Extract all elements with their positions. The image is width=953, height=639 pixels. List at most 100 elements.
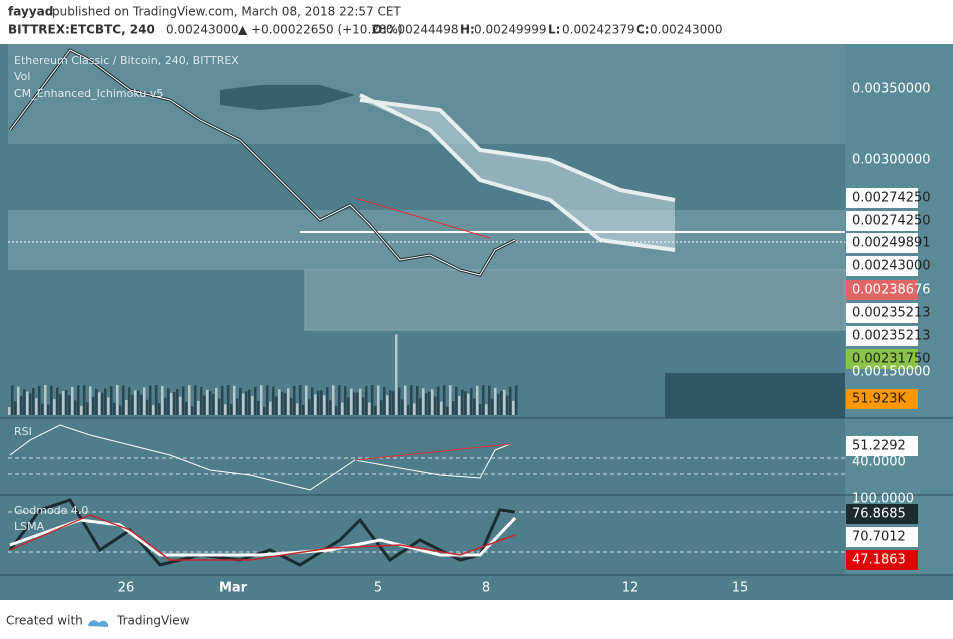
volume-bar: [170, 392, 173, 415]
volume-bar: [53, 399, 56, 415]
ohlc-value: 0.00244498: [386, 23, 459, 37]
volume-bar: [377, 385, 380, 415]
volume-bar: [116, 385, 119, 415]
ohlc-value: 0.00242379: [562, 23, 635, 37]
volume-bar: [341, 402, 344, 415]
axis-label: 0.00350000: [852, 82, 931, 97]
volume-bar: [347, 397, 350, 415]
volume-bar: [365, 386, 368, 415]
volume-bar: [218, 398, 221, 415]
axis-label: 0.00238676: [852, 283, 931, 298]
volume-bar: [302, 404, 305, 415]
volume-bar: [479, 404, 482, 415]
change: ▲ +0.00022650 (+10.28%): [238, 23, 403, 37]
volume-bar: [326, 387, 329, 415]
volume-bar: [407, 404, 410, 415]
trend-line: [354, 197, 491, 239]
volume-bar: [242, 393, 245, 415]
volume-bar: [200, 386, 203, 415]
axis-label: 0.00235213: [852, 329, 931, 344]
volume-bar: [137, 390, 140, 415]
volume-bar: [425, 393, 428, 415]
volume-bar: [227, 385, 230, 415]
volume-bar: [113, 402, 116, 415]
volume-bar: [413, 403, 416, 415]
volume-bar: [335, 405, 338, 415]
volume-bar: [62, 390, 65, 415]
volume-bar: [245, 391, 248, 415]
volume-bar: [419, 397, 422, 415]
volume-bar: [332, 385, 335, 415]
volume-bar: [506, 395, 509, 415]
volume-bar: [266, 385, 269, 415]
price-path: [9, 49, 516, 276]
volume-bar: [155, 385, 158, 415]
volume-bar: [317, 390, 320, 415]
volume-bar: [194, 385, 197, 415]
volume-bar: [338, 385, 341, 415]
zone: [8, 210, 845, 270]
volume-bar: [296, 403, 299, 415]
ohlc-key: C:: [636, 23, 650, 37]
axis-label-box: [846, 389, 918, 409]
symbol: BITTREX:ETCBTC, 240: [8, 23, 155, 37]
volume-bar: [383, 387, 386, 415]
volume-bar: [95, 388, 98, 415]
volume-bar: [344, 386, 347, 415]
axis-label: 0.00300000: [852, 153, 931, 168]
axis-label-box: [846, 550, 918, 570]
volume-bar: [8, 407, 11, 415]
volume-bar: [74, 400, 77, 415]
ohlc-key: L:: [548, 23, 560, 37]
volume-bar: [350, 388, 353, 415]
volume-bar: [104, 388, 107, 415]
volume-bar: [23, 389, 26, 415]
volume-bar: [188, 385, 191, 415]
rsi-line: [9, 424, 511, 491]
volume-bar: [83, 385, 86, 415]
volume-bar: [143, 387, 146, 415]
volume-bar: [272, 386, 275, 415]
volume-bar: [290, 398, 293, 415]
volume-bar: [314, 394, 317, 415]
volume-bar: [398, 387, 401, 415]
volume-bar: [359, 388, 362, 415]
volume-bar: [263, 406, 266, 415]
volume-bar: [482, 385, 485, 415]
volume-bar: [152, 405, 155, 415]
legend: Vol: [14, 70, 30, 83]
volume-bar: [458, 395, 461, 415]
axis-label: 0.00235213: [852, 306, 931, 321]
volume-bar: [281, 391, 284, 415]
volume-bar: [47, 404, 50, 415]
volume-bar: [59, 394, 62, 415]
volume-bar: [11, 385, 14, 415]
volume-bar: [329, 400, 332, 415]
volume-bar: [269, 401, 272, 415]
ohlc-value: 0.00249999: [474, 23, 547, 37]
volume-bar: [17, 386, 20, 415]
axis-label-box: [846, 188, 918, 208]
volume-bar: [452, 401, 455, 415]
axis-label-box: [846, 303, 918, 323]
volume-bar: [257, 401, 260, 415]
volume-bar: [80, 406, 83, 415]
volume-box: [665, 373, 845, 418]
volume-bar: [470, 387, 473, 415]
volume-bar: [110, 386, 113, 415]
volume-bar: [44, 385, 47, 415]
volume-bar: [32, 388, 35, 415]
author: fayyad: [8, 5, 53, 19]
axis-label: 40.0000: [852, 455, 906, 470]
volume-bar: [287, 388, 290, 415]
volume-bar: [140, 394, 143, 415]
axis-label-box: [846, 280, 918, 300]
volume-bar: [485, 404, 488, 415]
volume-bar: [224, 404, 227, 415]
volume-bar: [71, 386, 74, 415]
volume-bar: [14, 401, 17, 415]
volume-bar: [41, 403, 44, 415]
volume-bar: [431, 389, 434, 415]
volume-bar: [275, 396, 278, 415]
